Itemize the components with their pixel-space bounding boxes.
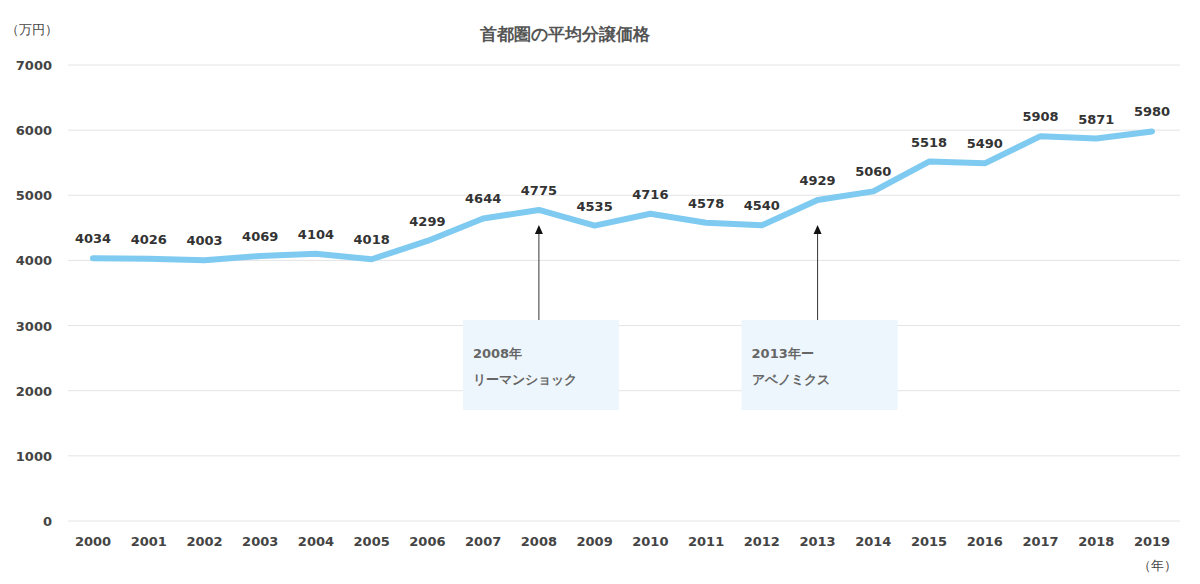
- data-label: 5518: [911, 135, 947, 150]
- y-axis-label: （万円）: [6, 22, 58, 37]
- annotation-text: 2013年ー: [752, 346, 814, 361]
- y-tick-label: 4000: [16, 253, 52, 268]
- chart-container: 首都圏の平均分譲価格 （万円） 0 1000 2000 3000 4000 5000 6000 7…: [0, 0, 1200, 584]
- x-tick-label: 2015: [911, 534, 947, 549]
- grid-line: [68, 521, 1180, 522]
- grid-line: [68, 325, 1180, 326]
- x-tick-label: 2002: [186, 534, 222, 549]
- data-label: 4034: [75, 231, 111, 246]
- x-tick-label: 2014: [855, 534, 891, 549]
- annotation-arrow: [817, 232, 818, 320]
- grid-line: [68, 455, 1180, 456]
- data-label: 4578: [688, 196, 724, 211]
- grid-line: [68, 130, 1180, 131]
- data-label: 5060: [855, 164, 891, 179]
- grid-line: [68, 195, 1180, 196]
- data-label: 4929: [799, 173, 835, 188]
- y-tick-label: 7000: [16, 58, 52, 73]
- data-label: 5490: [967, 136, 1003, 151]
- data-label: 4775: [521, 183, 557, 198]
- grid-line: [68, 65, 1180, 66]
- data-label: 4104: [298, 227, 334, 242]
- x-tick-label: 2016: [967, 534, 1003, 549]
- data-label: 4003: [186, 233, 222, 248]
- x-axis: 2000 2001 2002 2003 2004 2005 2006 2007 2008 2009…: [75, 534, 1170, 549]
- data-label: 4299: [409, 214, 445, 229]
- y-tick-label: 3000: [16, 319, 52, 334]
- x-tick-label: 2000: [75, 534, 111, 549]
- x-tick-label: 2001: [131, 534, 167, 549]
- x-tick-label: 2004: [298, 534, 334, 549]
- plot-area: [93, 131, 1152, 260]
- x-tick-label: 2013: [799, 534, 835, 549]
- annotations: 2008年リーマンショック 2013年ーアベノミクス: [463, 225, 898, 410]
- grid-line: [68, 390, 1180, 391]
- y-grid: 0 1000 2000 3000 4000 5000 6000 7000: [16, 58, 1180, 529]
- data-label: 5908: [1022, 109, 1058, 124]
- data-label: 5980: [1134, 104, 1170, 119]
- annotation-text: アベノミクス: [752, 372, 830, 387]
- x-tick-label: 2019: [1134, 534, 1170, 549]
- x-tick-label: 2017: [1022, 534, 1058, 549]
- data-label: 4644: [465, 191, 501, 206]
- data-label: 4069: [242, 229, 278, 244]
- annotation-box: [463, 320, 619, 410]
- annotation-arrow: [538, 232, 539, 320]
- y-tick-label: 1000: [16, 449, 52, 464]
- y-tick-label: 6000: [16, 123, 52, 138]
- x-tick-label: 2009: [577, 534, 613, 549]
- annotation-text: 2008年: [473, 346, 522, 361]
- x-tick-label: 2012: [744, 534, 780, 549]
- chart-title: 首都圏の平均分譲価格: [479, 24, 651, 44]
- x-tick-label: 2008: [521, 534, 557, 549]
- x-tick-label: 2010: [632, 534, 668, 549]
- data-label: 4540: [744, 198, 780, 213]
- x-tick-label: 2005: [354, 534, 390, 549]
- annotation-box: [742, 320, 898, 410]
- y-tick-label: 0: [43, 514, 52, 529]
- chart-svg: 首都圏の平均分譲価格 （万円） 0 1000 2000 3000 4000 5000 6000 7…: [0, 0, 1200, 584]
- y-tick-label: 5000: [16, 188, 52, 203]
- annotation-arrowhead: [814, 225, 822, 234]
- data-label: 4018: [354, 232, 390, 247]
- data-label: 4716: [632, 187, 668, 202]
- data-labels: 4034 4026 4003 4069 4104 4018 4299 4644 4775 4535…: [75, 104, 1170, 248]
- data-line: [93, 131, 1152, 260]
- annotation-text: リーマンショック: [473, 372, 577, 387]
- x-tick-label: 2006: [409, 534, 445, 549]
- annotation-arrowhead: [535, 225, 543, 234]
- x-tick-label: 2003: [242, 534, 278, 549]
- x-tick-label: 2007: [465, 534, 501, 549]
- y-tick-label: 2000: [16, 384, 52, 399]
- data-label: 5871: [1078, 112, 1114, 127]
- x-tick-label: 2011: [688, 534, 724, 549]
- x-tick-label: 2018: [1078, 534, 1114, 549]
- data-label: 4535: [577, 199, 613, 214]
- x-axis-label: （年）: [1138, 558, 1177, 573]
- data-label: 4026: [131, 232, 167, 247]
